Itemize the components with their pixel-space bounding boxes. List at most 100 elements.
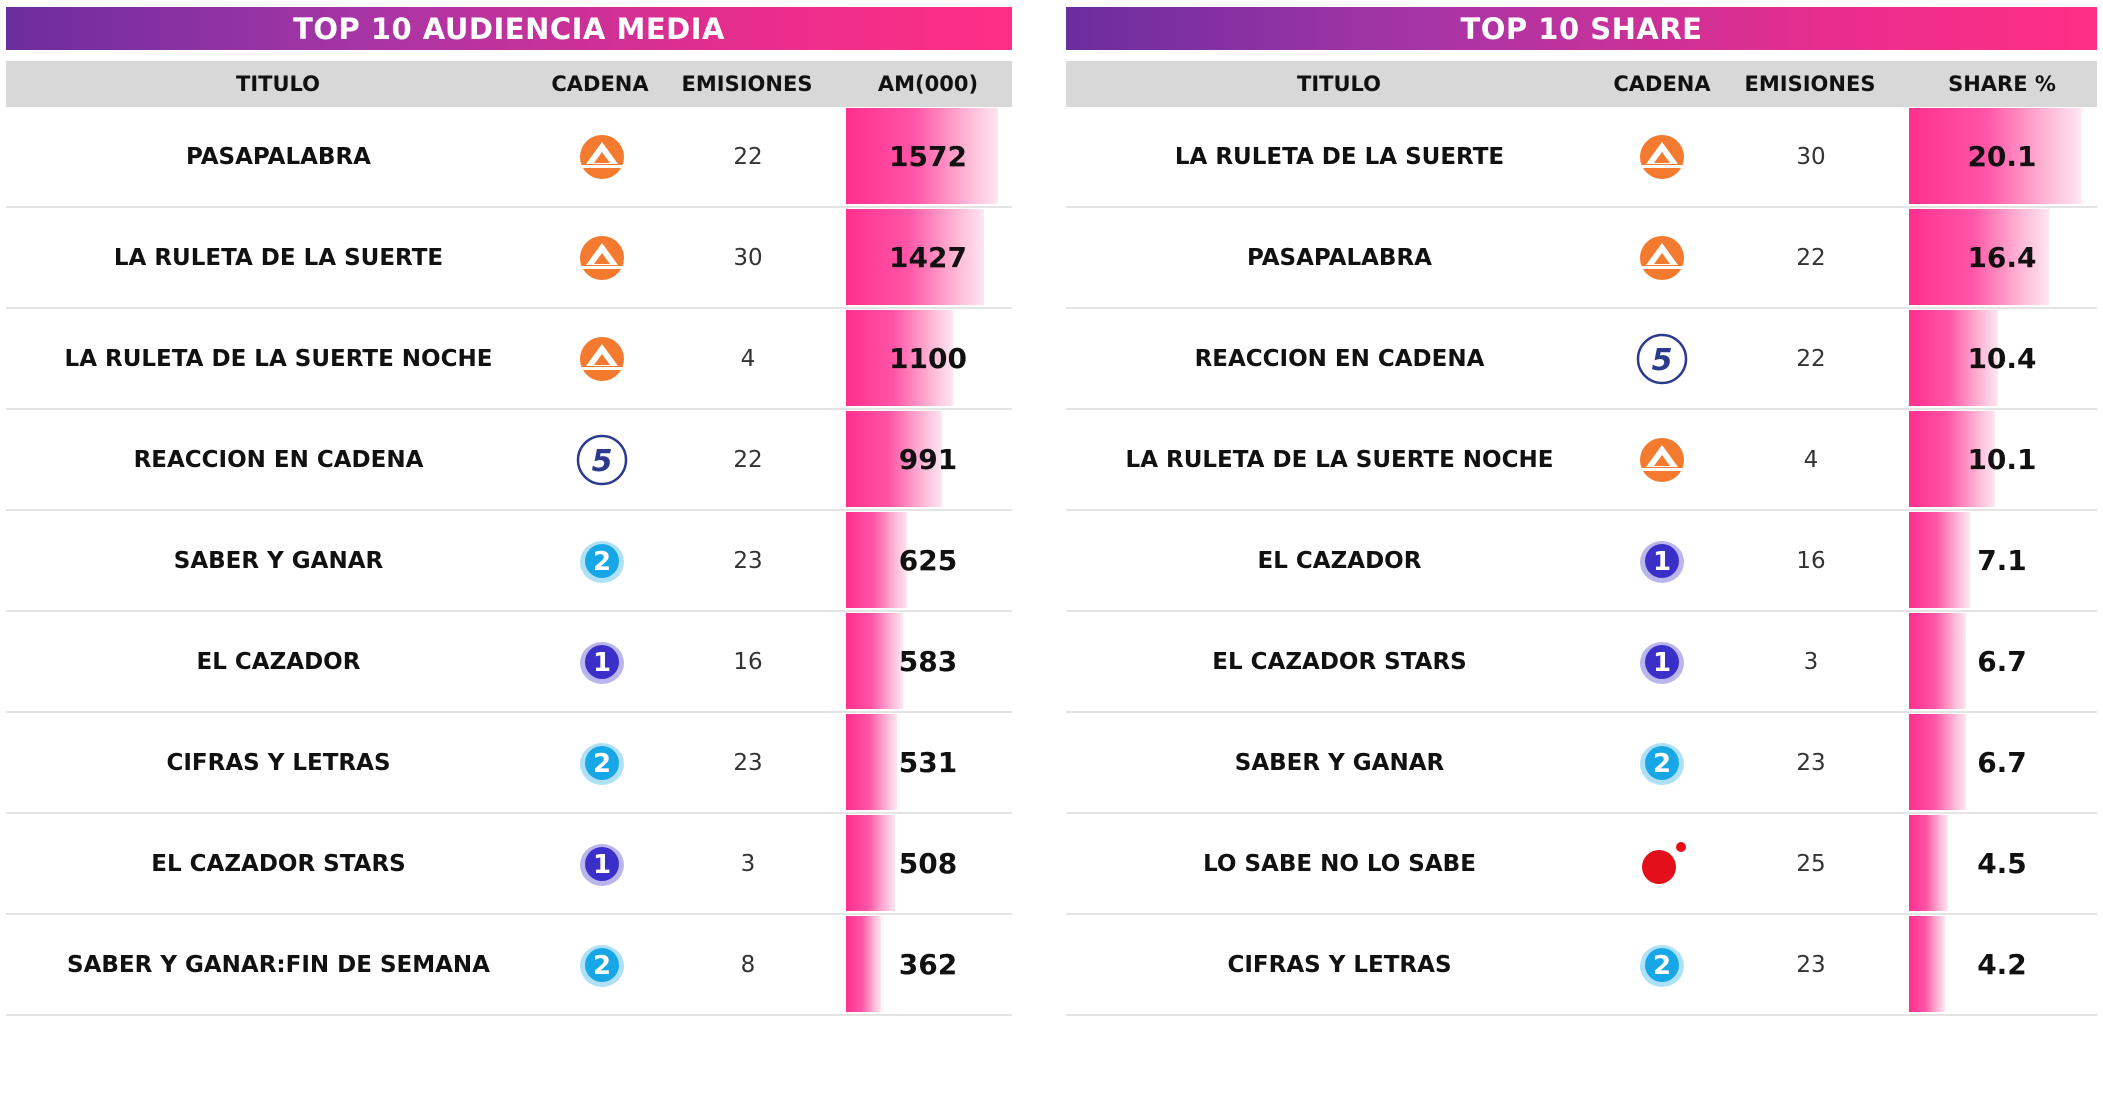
emisiones-value: 22 [1796, 244, 1826, 271]
la2-logo: 2 [562, 713, 642, 812]
table-row: LA RULETA DE LA SUERTE NOCHE 4 10.1 [1066, 410, 2097, 511]
program-title: REACCION EN CADENA [133, 446, 424, 473]
header-value: AM(000) [877, 72, 979, 96]
emisiones-value: 30 [1796, 143, 1826, 170]
data-label: 531 [898, 746, 958, 779]
antena3-logo [562, 208, 642, 307]
emisiones-value: 22 [733, 446, 763, 473]
emisiones-value: 8 [740, 951, 756, 978]
data-label: 6.7 [1977, 746, 2027, 779]
emisiones-value: 4 [1803, 446, 1819, 473]
program-title: CIFRAS Y LETRAS [166, 749, 391, 776]
data-label: 6.7 [1977, 645, 2027, 678]
value-bar [846, 613, 903, 709]
svg-text:1: 1 [593, 850, 611, 880]
value-bar [1909, 916, 1945, 1012]
value-bar [1909, 310, 1998, 406]
la2-logo: 2 [562, 511, 642, 610]
value-bar [846, 916, 881, 1012]
program-title: CIFRAS Y LETRAS [1227, 951, 1452, 978]
program-title: EL CAZADOR STARS [151, 850, 406, 877]
emisiones-value: 22 [1796, 345, 1826, 372]
program-title: LA RULETA DE LA SUERTE [1174, 143, 1505, 170]
data-label: 991 [898, 443, 958, 476]
data-label: 508 [898, 847, 958, 880]
data-label: 362 [898, 948, 958, 981]
header-titulo: TITULO [1297, 72, 1381, 96]
table-row: SABER Y GANAR:FIN DE SEMANA 2 8 362 [6, 915, 1012, 1016]
la1-logo: 1 [1622, 612, 1702, 711]
svg-text:2: 2 [1653, 749, 1671, 779]
svg-text:2: 2 [593, 951, 611, 981]
program-title: REACCION EN CADENA [1194, 345, 1485, 372]
program-title: LA RULETA DE LA SUERTE NOCHE [64, 345, 493, 372]
data-label: 625 [898, 544, 958, 577]
emisiones-value: 3 [740, 850, 756, 877]
la1-logo: 1 [562, 814, 642, 913]
table-row: PASAPALABRA 22 1572 [6, 107, 1012, 208]
svg-text:2: 2 [1653, 951, 1671, 981]
header-value: SHARE % [1948, 72, 2056, 96]
value-bar [1909, 108, 2081, 204]
program-title: SABER Y GANAR [173, 547, 384, 574]
antena3-logo [562, 309, 642, 408]
table-row: EL CAZADOR STARS 1 3 508 [6, 814, 1012, 915]
program-title: EL CAZADOR STARS [1212, 648, 1467, 675]
table-row: REACCION EN CADENA 5 22 10.4 [1066, 309, 2097, 410]
cuatro-logo [1622, 814, 1702, 913]
header-cadena: CADENA [1613, 72, 1711, 96]
emisiones-value: 30 [733, 244, 763, 271]
program-title: SABER Y GANAR:FIN DE SEMANA [67, 951, 490, 978]
la2-logo: 2 [562, 915, 642, 1014]
emisiones-value: 22 [733, 143, 763, 170]
header-cadena: CADENA [551, 72, 649, 96]
svg-text:1: 1 [1653, 648, 1671, 678]
antena3-logo [1622, 410, 1702, 509]
la2-logo: 2 [1622, 713, 1702, 812]
table-row: LA RULETA DE LA SUERTE NOCHE 4 1100 [6, 309, 1012, 410]
data-label: 1427 [889, 241, 967, 274]
svg-text:1: 1 [593, 648, 611, 678]
header-emisiones: EMISIONES [681, 72, 813, 96]
table-row: CIFRAS Y LETRAS 2 23 531 [6, 713, 1012, 814]
emisiones-value: 23 [733, 547, 763, 574]
program-title: SABER Y GANAR [1234, 749, 1445, 776]
value-bar [1909, 209, 2049, 305]
panel-title: TOP 10 AUDIENCIA MEDIA [6, 7, 1012, 50]
share-panel: TOP 10 SHARE TITULO CADENA EMISIONES SHA… [1066, 7, 2097, 1016]
telecinco-logo: 5 [1622, 309, 1702, 408]
emisiones-value: 23 [1796, 749, 1826, 776]
table-row: SABER Y GANAR 2 23 6.7 [1066, 713, 2097, 814]
table-header: TITULO CADENA EMISIONES AM(000) [6, 61, 1012, 107]
value-bar [1909, 411, 1995, 507]
antena3-logo [1622, 208, 1702, 307]
table-row: LA RULETA DE LA SUERTE 30 20.1 [1066, 107, 2097, 208]
panel-title: TOP 10 SHARE [1066, 7, 2097, 50]
header-emisiones: EMISIONES [1744, 72, 1876, 96]
svg-text:5: 5 [1652, 343, 1673, 378]
emisiones-value: 4 [740, 345, 756, 372]
value-bar [1909, 815, 1948, 911]
la1-logo: 1 [1622, 511, 1702, 610]
program-title: LO SABE NO LO SABE [1203, 850, 1476, 877]
table-row: SABER Y GANAR 2 23 625 [6, 511, 1012, 612]
data-label: 7.1 [1977, 544, 2027, 577]
data-label: 20.1 [1967, 140, 2037, 173]
program-title: PASAPALABRA [1247, 244, 1432, 271]
audiencia-media-panel: TOP 10 AUDIENCIA MEDIA TITULO CADENA EMI… [6, 7, 1012, 1016]
emisiones-value: 16 [733, 648, 763, 675]
value-bar [846, 815, 895, 911]
data-label: 4.5 [1977, 847, 2027, 880]
program-title: LA RULETA DE LA SUERTE NOCHE [1125, 446, 1554, 473]
la2-logo: 2 [1622, 915, 1702, 1014]
program-title: EL CAZADOR [196, 648, 361, 675]
svg-text:2: 2 [593, 547, 611, 577]
table-body: LA RULETA DE LA SUERTE 30 20.1 PASAPALABRA 2… [1066, 107, 2097, 1016]
program-title: PASAPALABRA [186, 143, 371, 170]
table-row: CIFRAS Y LETRAS 2 23 4.2 [1066, 915, 2097, 1016]
data-label: 16.4 [1967, 241, 2037, 274]
header-titulo: TITULO [236, 72, 320, 96]
table-row: EL CAZADOR 1 16 7.1 [1066, 511, 2097, 612]
antena3-logo [562, 107, 642, 206]
value-bar [846, 310, 953, 406]
